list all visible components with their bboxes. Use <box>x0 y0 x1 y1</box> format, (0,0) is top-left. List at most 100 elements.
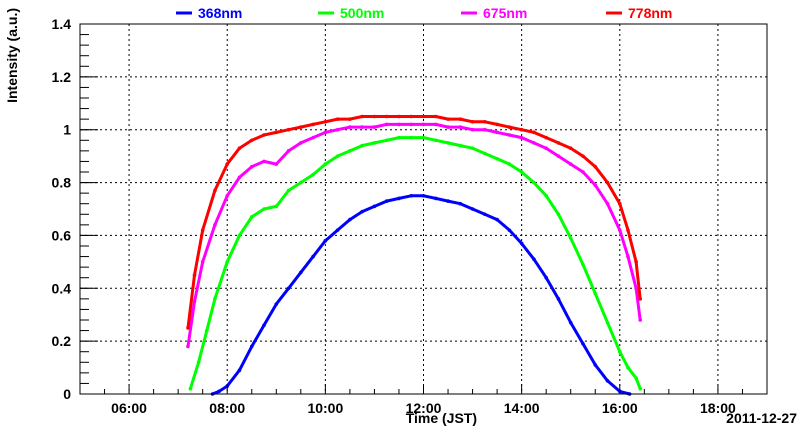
grid-layer <box>80 24 767 394</box>
data-point-675nm <box>286 149 291 153</box>
data-point-675nm <box>299 141 303 145</box>
x-tick-label: 06:00 <box>111 400 147 416</box>
legend-layer: 368nm 500nm 675nm 778nm <box>176 5 672 21</box>
data-point-368nm <box>605 378 610 383</box>
data-point-675nm <box>617 228 622 232</box>
x-tick-label: 18:00 <box>700 400 736 416</box>
data-point-675nm <box>384 122 389 127</box>
data-point-778nm <box>200 228 205 232</box>
data-point-675nm <box>213 223 217 227</box>
data-point-500nm <box>593 291 598 296</box>
data-point-500nm <box>225 260 230 264</box>
data-point-675nm <box>544 146 548 151</box>
data-point-778nm <box>507 125 512 129</box>
data-point-500nm <box>196 360 201 365</box>
data-point-368nm <box>372 204 377 209</box>
data-point-500nm <box>274 204 279 209</box>
y-tick-label: 0.6 <box>52 227 72 243</box>
data-point-500nm <box>483 151 487 156</box>
data-point-778nm <box>348 117 352 121</box>
data-point-368nm <box>237 368 242 373</box>
data-point-500nm <box>605 320 610 325</box>
data-point-368nm <box>421 193 426 198</box>
data-point-368nm <box>397 196 401 201</box>
data-point-778nm <box>262 133 266 137</box>
data-point-368nm <box>433 196 438 201</box>
data-point-500nm <box>470 146 475 151</box>
data-point-675nm <box>409 122 414 127</box>
data-point-500nm <box>397 135 401 140</box>
data-point-675nm <box>638 318 643 322</box>
data-point-778nm <box>213 188 217 193</box>
data-point-675nm <box>200 260 205 264</box>
data-point-675nm <box>397 122 401 127</box>
data-point-500nm <box>409 135 414 140</box>
data-point-675nm <box>568 162 573 166</box>
legend-label-368nm: 368nm <box>198 5 242 21</box>
data-point-500nm <box>360 143 364 148</box>
data-point-675nm <box>458 125 463 129</box>
data-point-368nm <box>311 254 315 259</box>
data-point-500nm <box>249 215 254 219</box>
data-point-675nm <box>470 127 475 132</box>
data-point-675nm <box>225 193 230 198</box>
data-point-368nm <box>519 241 524 246</box>
data-point-675nm <box>323 130 328 135</box>
data-point-675nm <box>446 125 450 129</box>
data-point-500nm <box>544 193 548 198</box>
data-point-500nm <box>617 349 622 354</box>
data-point-500nm <box>626 365 630 370</box>
x-axis-title: Time (JST) <box>406 410 477 426</box>
data-point-778nm <box>360 114 364 119</box>
data-point-368nm <box>581 341 585 346</box>
data-point-368nm <box>556 297 561 301</box>
y-tick-label: 1.2 <box>52 69 72 85</box>
data-point-675nm <box>556 154 561 158</box>
data-point-368nm <box>470 207 475 211</box>
data-point-778nm <box>634 260 638 264</box>
series-line-778nm <box>186 115 642 329</box>
data-point-778nm <box>626 228 630 232</box>
data-point-500nm <box>348 149 352 153</box>
x-tick-label: 10:00 <box>307 400 343 416</box>
y-tick-label: 1.4 <box>52 16 72 32</box>
data-point-368nm <box>458 201 463 206</box>
data-point-778nm <box>593 164 598 169</box>
data-point-368nm <box>483 212 487 217</box>
data-point-500nm <box>372 141 377 145</box>
data-point-675nm <box>249 164 254 169</box>
data-point-500nm <box>581 262 585 267</box>
data-point-675nm <box>262 159 266 164</box>
data-point-368nm <box>507 228 512 232</box>
data-point-500nm <box>495 156 499 161</box>
data-point-675nm <box>634 286 638 291</box>
data-point-368nm <box>299 270 303 275</box>
data-point-500nm <box>519 170 524 174</box>
data-point-500nm <box>507 162 512 166</box>
x-tick-label: 12:00 <box>406 400 442 416</box>
data-point-675nm <box>626 254 630 259</box>
data-point-675nm <box>311 135 315 140</box>
data-point-778nm <box>225 162 230 166</box>
data-point-778nm <box>483 119 487 124</box>
data-point-368nm <box>274 302 279 306</box>
data-point-500nm <box>323 162 328 166</box>
data-point-368nm <box>360 209 364 214</box>
data-point-500nm <box>204 328 209 333</box>
data-point-368nm <box>249 344 254 349</box>
data-point-500nm <box>568 236 573 240</box>
data-point-368nm <box>532 257 536 262</box>
data-point-778nm <box>458 117 463 121</box>
series-layer <box>186 114 643 396</box>
data-point-675nm <box>274 162 279 166</box>
y-tick-label: 1 <box>63 122 71 138</box>
data-point-675nm <box>372 125 377 129</box>
y-tick-label: 0 <box>63 386 71 402</box>
data-point-778nm <box>581 154 585 158</box>
data-point-675nm <box>519 135 524 140</box>
data-point-500nm <box>335 154 340 158</box>
data-point-778nm <box>286 127 291 132</box>
data-point-500nm <box>262 207 266 211</box>
data-point-675nm <box>186 344 190 349</box>
data-point-778nm <box>556 141 561 145</box>
